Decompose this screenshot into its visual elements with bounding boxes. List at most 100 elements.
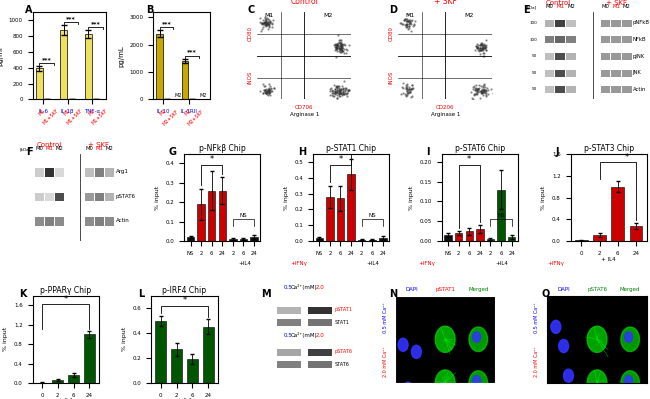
Y-axis label: % input: % input [3,327,8,352]
Text: + IL4: + IL4 [601,257,616,261]
Point [259,20,270,26]
Text: M2: M2 [464,13,473,18]
Point [258,17,268,23]
Text: Control: Control [546,0,571,6]
Point [339,78,349,85]
Point [263,21,273,27]
Point [476,41,486,47]
Point [335,49,345,55]
Point [478,87,489,93]
Bar [68,375,79,383]
Point [264,81,274,87]
Point [263,12,274,19]
Circle shape [436,326,455,352]
Point [334,48,345,55]
Point [330,89,340,96]
Point [330,43,341,50]
Point [332,89,342,95]
Point [336,86,346,92]
Point [333,42,344,49]
Point [401,85,411,92]
Point [342,47,352,53]
Text: M0: M0 [36,146,44,151]
Text: +IL4: +IL4 [495,261,508,265]
Point [477,44,488,51]
Point [401,93,411,99]
Point [478,87,488,93]
Bar [85,193,94,201]
Point [262,87,272,94]
Point [337,45,348,51]
Point [255,88,265,95]
Text: O: O [541,288,550,298]
Point [335,45,346,51]
Point [404,17,415,24]
Point [399,17,410,23]
Point [479,41,489,47]
Circle shape [408,385,417,398]
Point [331,83,341,89]
Point [404,86,414,93]
Bar [171,349,182,383]
Text: 0.5: 0.5 [284,285,292,290]
Point [331,42,341,49]
Text: M2: M2 [184,108,192,117]
Bar [36,69,42,99]
Bar [157,34,163,99]
Point [332,83,343,90]
Bar [55,217,64,225]
Bar [445,235,452,241]
Point [260,19,270,25]
Circle shape [411,345,421,358]
Circle shape [587,370,607,396]
Point [481,91,491,98]
Point [478,89,488,95]
Point [473,85,483,92]
Text: +IL4: +IL4 [367,261,380,265]
Point [332,95,343,101]
Point [330,86,340,92]
Bar [611,53,621,60]
Point [337,86,348,92]
Point [335,37,346,43]
Point [398,17,409,24]
Point [337,40,347,47]
Point [471,90,481,96]
Text: Actin: Actin [116,218,129,223]
Point [330,46,341,52]
Point [335,93,345,99]
Point [332,41,342,47]
Point [476,89,487,96]
Text: M2: M2 [567,4,575,9]
Point [469,83,479,89]
Point [471,91,481,97]
Point [263,87,273,94]
Point [332,43,343,49]
Circle shape [556,389,566,399]
Point [341,50,351,56]
Point [258,20,268,26]
Text: +IFNγ: +IFNγ [419,261,436,265]
Point [475,50,486,57]
Text: + SKF: + SKF [434,0,457,6]
Circle shape [469,327,488,352]
Point [476,88,486,94]
Text: + IL4: + IL4 [177,398,192,399]
Text: G: G [169,147,177,157]
Point [480,45,490,51]
Point [400,91,410,97]
Point [261,18,271,24]
Point [477,41,488,48]
Bar [508,237,515,241]
Text: 0.5: 0.5 [284,332,292,338]
Point [473,86,484,92]
Bar [497,190,505,241]
Point [261,22,272,28]
Point [474,44,485,51]
Point [327,87,337,94]
Text: E: E [523,5,530,15]
Point [342,89,352,96]
Point [474,82,484,88]
Point [398,90,408,96]
Text: STAT6: STAT6 [334,362,349,367]
